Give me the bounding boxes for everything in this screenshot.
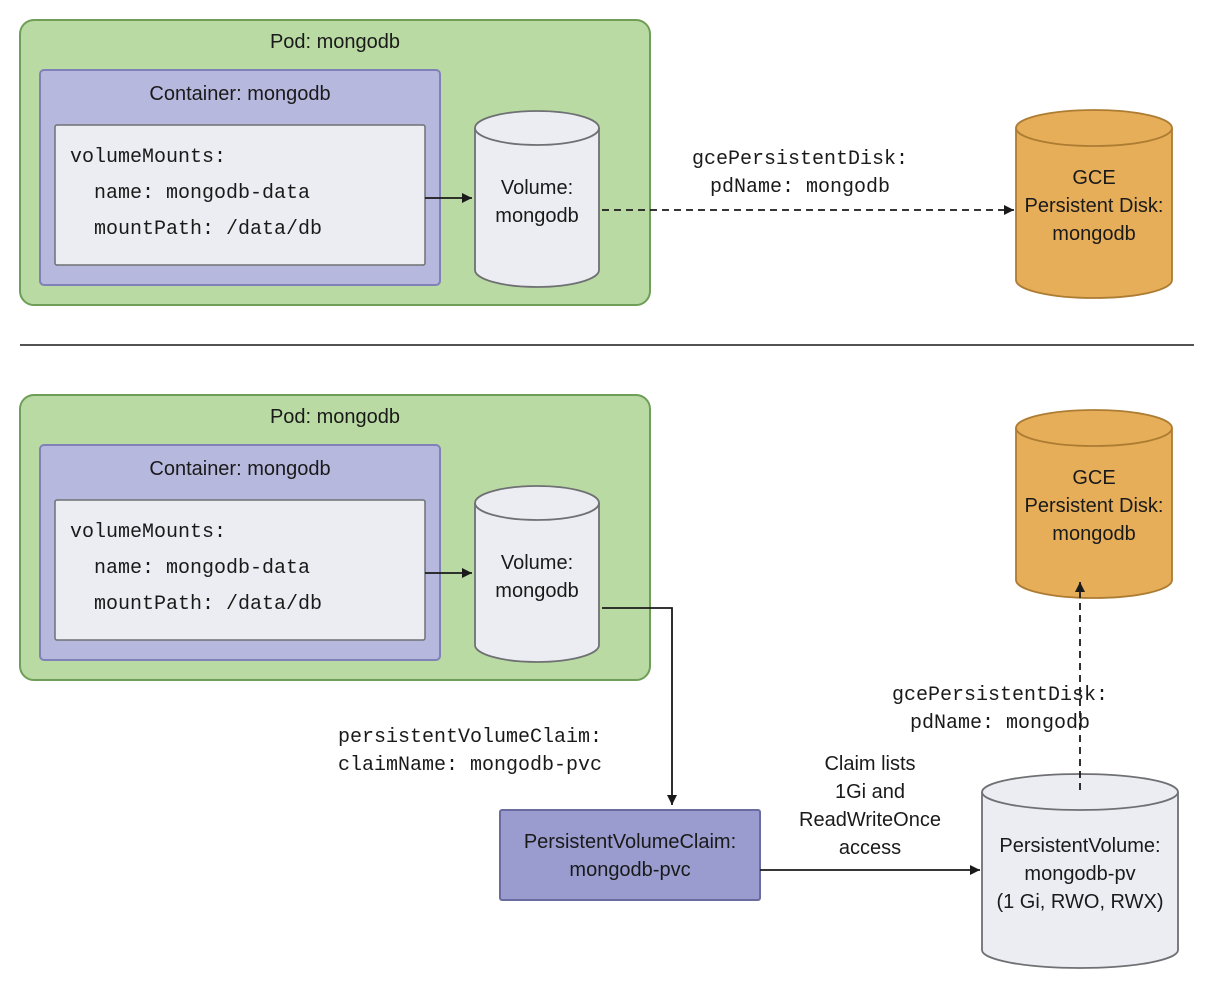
top-pod-title: Pod: mongodb: [270, 31, 400, 53]
top-volume-label-1: Volume:: [501, 177, 573, 199]
bottom-pvc-box-label-2: mongodb-pvc: [569, 859, 690, 881]
top-gce-label-2: pdName: mongodb: [710, 176, 890, 199]
top-gce-cyl-label-2: Persistent Disk:: [1025, 195, 1164, 217]
bottom-gce-cyl-label-1: GCE: [1072, 467, 1115, 489]
bottom-gce-cyl-label-3: mongodb: [1052, 523, 1135, 545]
bottom-volume-label-1: Volume:: [501, 552, 573, 574]
bottom-volume-cylinder: [475, 486, 599, 662]
bottom-pv-label-2: mongodb-pv: [1024, 863, 1135, 885]
bottom-pvc-box: [500, 810, 760, 900]
bottom-pvc-spec-label-2: claimName: mongodb-pvc: [338, 754, 602, 777]
bottom-code-line-1: name: mongodb-data: [94, 557, 310, 580]
bottom-container-title: Container: mongodb: [149, 458, 330, 480]
bottom-claim-label-2: 1Gi and: [835, 781, 905, 803]
bottom-pvc-box-label-1: PersistentVolumeClaim:: [524, 831, 736, 853]
bottom-pod-title: Pod: mongodb: [270, 406, 400, 428]
bottom-pv-label-3: (1 Gi, RWO, RWX): [996, 891, 1163, 913]
top-code-line-0: volumeMounts:: [70, 146, 226, 169]
top-code-line-1: name: mongodb-data: [94, 182, 310, 205]
bottom-gce-cyl-label-2: Persistent Disk:: [1025, 495, 1164, 517]
top-volume-label-2: mongodb: [495, 205, 578, 227]
top-volume-cylinder: [475, 111, 599, 287]
top-gce-cyl-label-3: mongodb: [1052, 223, 1135, 245]
top-gce-label-1: gcePersistentDisk:: [692, 148, 908, 171]
top-container-title: Container: mongodb: [149, 83, 330, 105]
bottom-claim-label-4: access: [839, 837, 901, 859]
bottom-claim-label-1: Claim lists: [824, 753, 915, 775]
bottom-code-line-0: volumeMounts:: [70, 521, 226, 544]
bottom-volume-label-2: mongodb: [495, 580, 578, 602]
bottom-code-line-2: mountPath: /data/db: [94, 593, 322, 616]
top-gce-cyl-label-1: GCE: [1072, 167, 1115, 189]
bottom-pvc-spec-label-1: persistentVolumeClaim:: [338, 726, 602, 749]
bottom-claim-label-3: ReadWriteOnce: [799, 809, 941, 831]
bottom-gce-spec-label-1: gcePersistentDisk:: [892, 684, 1108, 707]
bottom-gce-spec-label-2: pdName: mongodb: [910, 712, 1090, 735]
bottom-pv-label-1: PersistentVolume:: [999, 835, 1160, 857]
kubernetes-volume-diagram: Pod: mongodb Container: mongodb volumeMoun…: [0, 0, 1214, 997]
top-code-line-2: mountPath: /data/db: [94, 218, 322, 241]
